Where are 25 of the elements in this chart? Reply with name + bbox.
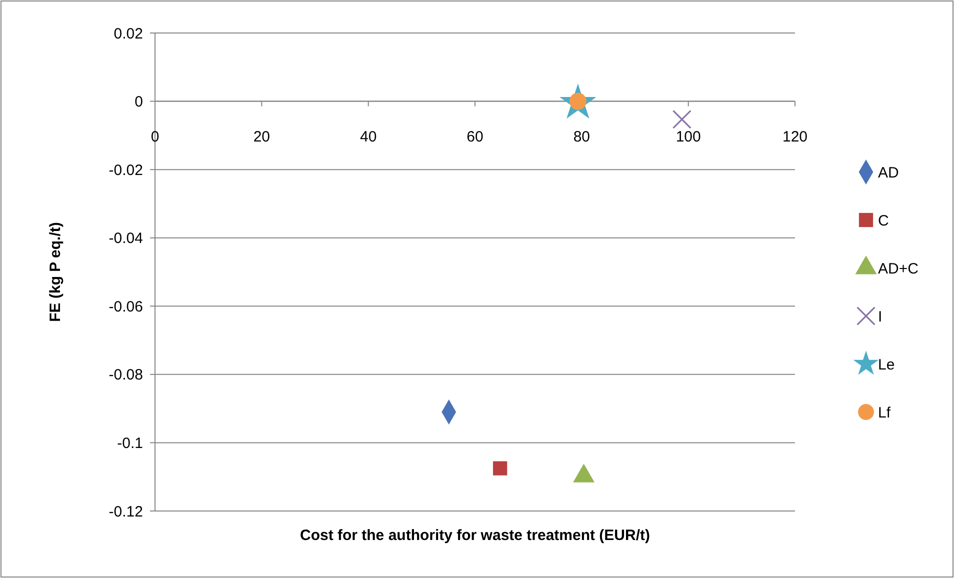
y-tick-label: -0.06: [108, 298, 143, 316]
y-tick-label: -0.04: [108, 230, 143, 248]
y-tick-label: 0: [134, 94, 143, 111]
x-tick-label: 60: [466, 128, 484, 146]
legend-label: Lf: [878, 404, 892, 422]
x-axis-title: Cost for the authority for waste treatment (EUR/t): [300, 527, 650, 544]
point: [672, 110, 692, 129]
point: [492, 461, 508, 476]
x-tick-label: 80: [573, 128, 590, 146]
x-tick-label: 40: [360, 128, 377, 146]
legend-label: AD+C: [878, 260, 919, 278]
legend-label: I: [878, 308, 882, 326]
y-tick-label: -0.12: [108, 503, 143, 520]
y-tick-label: -0.08: [108, 366, 143, 384]
x-tick-label: 120: [782, 128, 808, 146]
legend-label: AD: [878, 164, 900, 182]
legend-label: Le: [878, 356, 895, 374]
y-axis-title: FE (kg P eq./t): [47, 222, 64, 322]
y-tick-label: 0.02: [114, 25, 143, 42]
x-tick-label: 100: [676, 128, 701, 146]
x-tick-label: 0: [150, 128, 160, 146]
x-tick-label: 20: [253, 128, 270, 146]
legend-label: C: [878, 212, 889, 230]
y-tick-label: -0.1: [117, 434, 143, 452]
y-tick-label: -0.02: [108, 162, 143, 179]
